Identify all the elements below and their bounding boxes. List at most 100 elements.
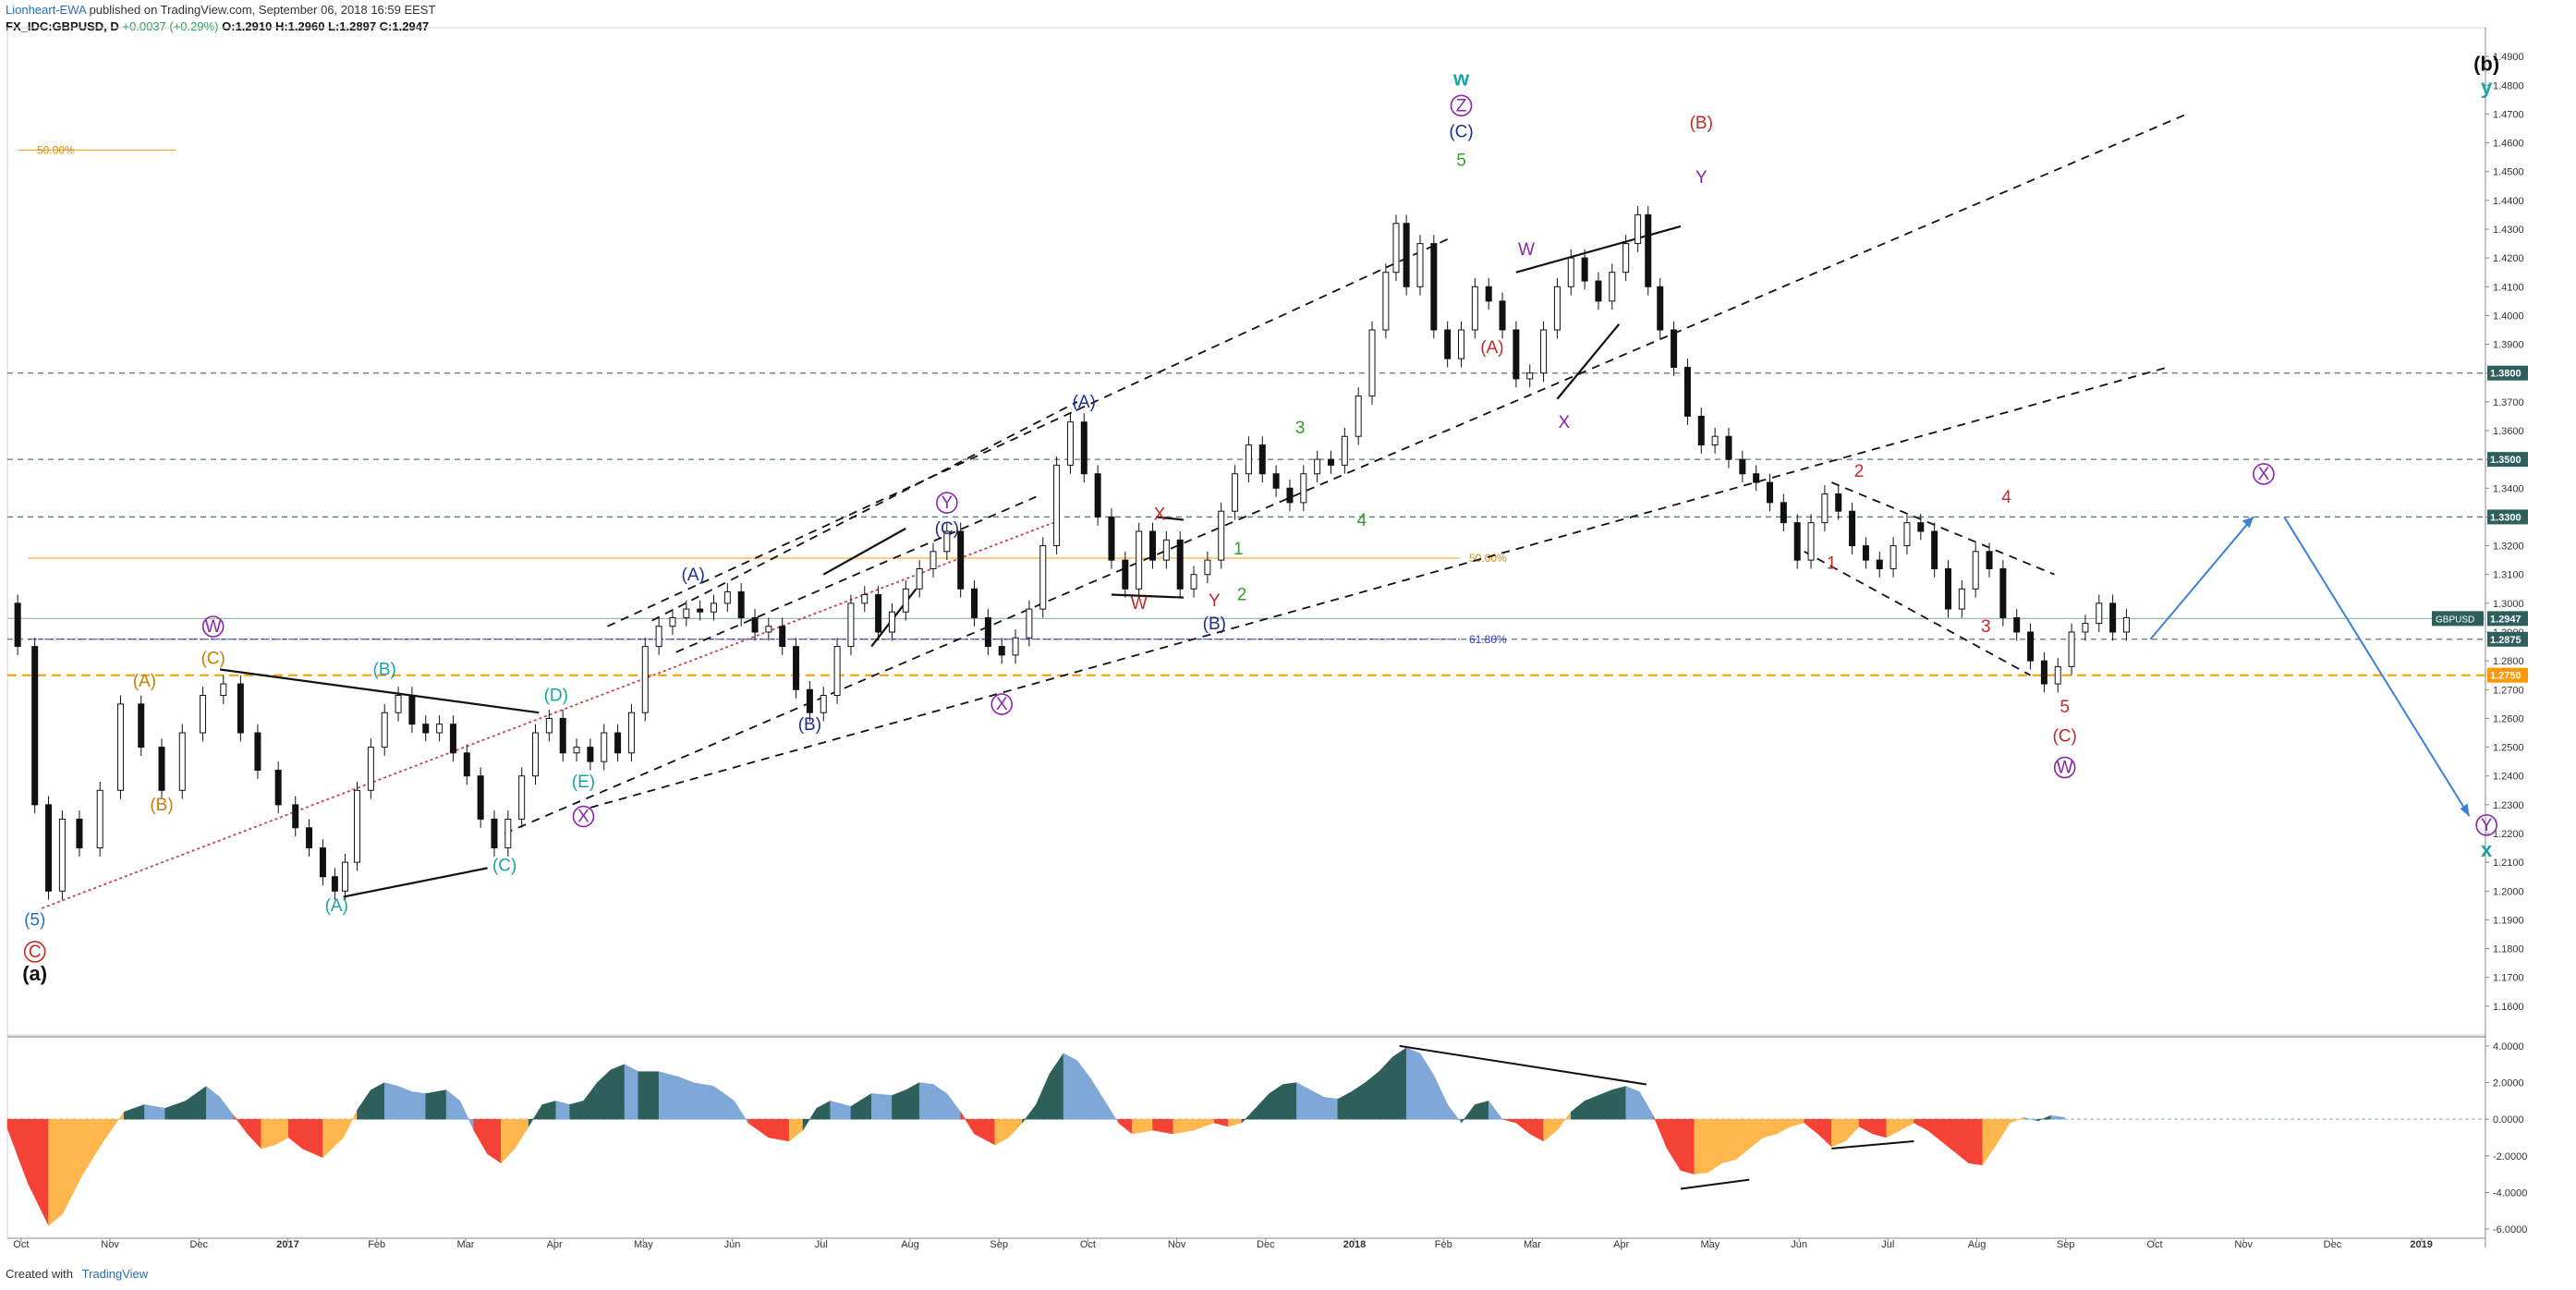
candle-body <box>1122 559 1129 590</box>
candle-body <box>655 626 662 648</box>
y-tick-label: 1.3700 <box>2493 397 2524 408</box>
oscillator-bar <box>1419 1052 1435 1120</box>
candle-body <box>1595 280 1602 302</box>
oscillator-bar <box>541 1101 557 1120</box>
y-tick-label: 1.3400 <box>2493 483 2524 494</box>
projection-leg-up <box>2149 516 2254 640</box>
candle-body <box>58 818 66 892</box>
candle-body <box>1513 329 1520 380</box>
oscillator-bar <box>1309 1089 1325 1120</box>
oscillator-bar <box>1625 1086 1640 1120</box>
candle-body <box>1485 286 1492 302</box>
wave-label: (B) <box>373 661 396 680</box>
oscillator-bar <box>1680 1118 1695 1174</box>
candle-body <box>1671 329 1678 368</box>
y-tick-label: 1.4500 <box>2493 167 2524 178</box>
wave-label: 1 <box>1233 540 1244 559</box>
oscillator-bar <box>501 1118 516 1164</box>
candle-body <box>1917 522 1925 532</box>
candle-body <box>1972 551 1979 590</box>
x-tick-label: Jun <box>1791 1239 1807 1250</box>
wave-label: (5) <box>24 911 45 931</box>
candle-body <box>627 712 635 754</box>
wave-label-circle <box>2475 814 2497 836</box>
oscillator-bar <box>1063 1053 1078 1120</box>
candle-body <box>1444 329 1452 359</box>
price-tag-bg <box>2487 667 2528 683</box>
wave-label: (A) <box>325 896 348 916</box>
y-tick-label: 1.2400 <box>2493 772 2524 783</box>
falling-channel-line <box>1830 481 2055 576</box>
oscillator-bar <box>1282 1082 1297 1120</box>
wave-label: X <box>1154 505 1166 525</box>
oscillator-bar <box>1982 1118 1997 1166</box>
candle-body <box>1657 286 1664 331</box>
wave-label: Y <box>1695 168 1707 188</box>
candle-body <box>806 688 813 713</box>
oscillator-bar <box>371 1082 385 1120</box>
y-tick-label: 1.2100 <box>2493 858 2524 869</box>
wave-label: (C) <box>935 519 959 539</box>
candle-body <box>1190 574 1197 590</box>
oscillator-bar <box>288 1118 303 1150</box>
x-tick-label: Aug <box>1968 1239 1987 1250</box>
candle-body <box>274 769 282 806</box>
wave-label: (E) <box>572 773 595 792</box>
y-tick-label: 1.2800 <box>2493 656 2524 667</box>
osc-tick-label: 4.0000 <box>2493 1041 2524 1053</box>
candle-body <box>847 602 855 648</box>
candle-body <box>1526 372 1534 380</box>
channel-line <box>675 495 1037 653</box>
wave-label: W <box>1131 594 1148 614</box>
candle-body <box>1622 243 1630 274</box>
candle-body <box>116 703 124 791</box>
wave-label: W <box>2057 759 2073 778</box>
candle-body <box>1634 213 1642 245</box>
candle-body <box>1821 493 1829 524</box>
oscillator-bar <box>425 1089 447 1120</box>
candle-body <box>710 602 717 613</box>
wave-label: (C) <box>2052 726 2076 746</box>
x-tick-label: Jul <box>815 1239 828 1250</box>
price-tag-bg <box>2487 509 2528 525</box>
oscillator-bar <box>624 1064 639 1120</box>
price-tag-label: 1.2875 <box>2490 635 2521 646</box>
oscillator-bar <box>892 1089 906 1120</box>
candle-body <box>1300 473 1307 504</box>
y-tick-label: 1.2200 <box>2493 829 2524 840</box>
x-tick-label: Mar <box>1524 1239 1541 1250</box>
y-tick-label: 1.4000 <box>2493 310 2524 322</box>
candle-body <box>504 818 512 849</box>
candle-body <box>1876 559 1883 569</box>
candle-body <box>1683 366 1691 417</box>
oscillator-bar <box>713 1086 735 1120</box>
wave-label: X <box>1559 413 1571 432</box>
wave-label-circle <box>936 492 958 514</box>
oscillator-bar <box>555 1101 570 1120</box>
candle-body <box>957 530 965 590</box>
candle-body <box>1986 551 1993 569</box>
candle-body <box>1136 530 1143 590</box>
wave-label: Y <box>2481 816 2493 835</box>
candle-body <box>2122 616 2130 633</box>
oscillator-bar <box>1968 1118 1983 1166</box>
oscillator-bar <box>1296 1082 1311 1120</box>
publisher-name[interactable]: Lionheart-EWA <box>6 3 86 17</box>
y-tick-label: 1.4800 <box>2493 80 2524 91</box>
oscillator-bar <box>2023 1116 2038 1122</box>
candle-body <box>1862 545 1869 561</box>
tradingview-logo[interactable]: TradingView <box>81 1267 149 1281</box>
oscillator-bar <box>343 1110 358 1138</box>
trend-line <box>822 527 906 576</box>
candle-body <box>1958 588 1965 610</box>
wave-label: (A) <box>1480 338 1503 358</box>
candle-body <box>943 530 951 553</box>
oscillator-bar <box>397 1086 413 1120</box>
wave-label: (C) <box>200 649 225 668</box>
candle-body <box>436 724 444 734</box>
oscillator-bar <box>1762 1118 1778 1138</box>
channel-line <box>651 401 1078 622</box>
candle-body <box>971 588 978 618</box>
wave-label: (a) <box>22 962 47 985</box>
